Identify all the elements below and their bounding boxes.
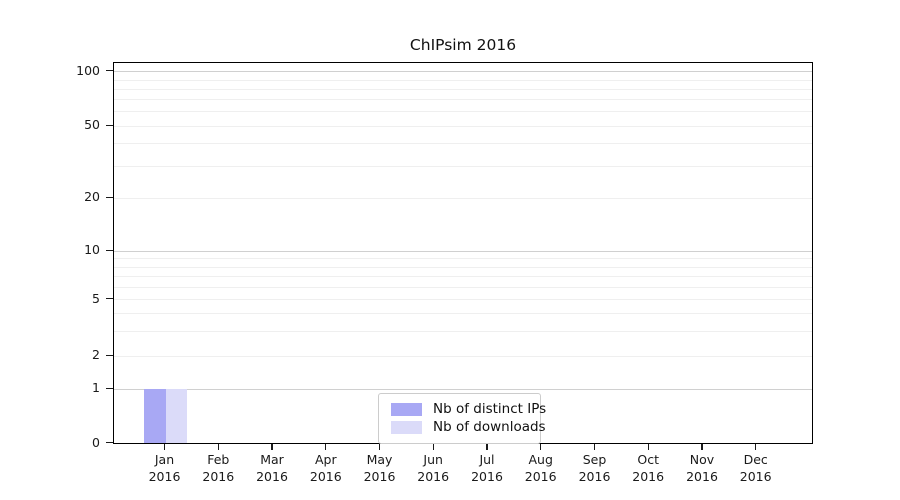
y-gridline-minor <box>114 355 812 357</box>
x-tick-mark <box>701 444 703 450</box>
legend-swatch-distinct-ips <box>391 402 422 416</box>
x-tick-year: 2016 <box>471 468 503 484</box>
y-gridline-minor <box>114 111 812 113</box>
y-tick-mark <box>106 196 113 198</box>
y-tick-mark <box>106 249 113 252</box>
x-tick-month: Jun <box>423 452 443 467</box>
x-tick-month: Aug <box>528 452 553 467</box>
y-tick-label: 0 <box>92 434 100 450</box>
x-tick-label: Nov 2016 <box>672 452 732 485</box>
y-tick-label: 2 <box>92 347 100 363</box>
x-tick-year: 2016 <box>256 468 288 484</box>
x-tick-year: 2016 <box>417 468 450 484</box>
x-axis: Jan 2016 Feb 2016 Mar 2016 Apr 2016 May 2016 Jun 20… <box>113 443 813 498</box>
x-tick-month: Jan <box>154 452 175 467</box>
y-gridline-minor <box>114 88 812 90</box>
x-tick-month: Apr <box>314 452 337 467</box>
x-tick-year: 2016 <box>632 468 665 484</box>
x-tick-mark <box>486 444 488 450</box>
x-tick-label: Jan 2016 <box>135 452 195 485</box>
legend-entry-downloads: Nb of downloads <box>391 419 546 435</box>
chart-title: ChIPsim 2016 <box>409 36 517 54</box>
x-tick-mark <box>647 444 649 450</box>
x-tick-label: May 2016 <box>350 452 410 485</box>
y-gridline-minor <box>114 165 812 167</box>
y-gridline-minor <box>114 79 812 81</box>
y-gridline-major <box>114 250 812 252</box>
x-tick-mark <box>378 444 381 450</box>
x-tick-mark <box>217 444 219 450</box>
x-tick-month: Sep <box>582 452 607 467</box>
y-gridline-minor <box>114 312 812 314</box>
y-tick-mark <box>106 70 113 72</box>
y-gridline-major <box>114 71 812 73</box>
y-gridline-minor <box>114 197 812 199</box>
y-gridline-minor <box>114 330 812 332</box>
y-gridline-major <box>114 388 812 390</box>
y-gridline-minor <box>114 299 812 301</box>
x-tick-year: 2016 <box>309 468 342 484</box>
x-tick-mark <box>325 444 327 450</box>
x-tick-year: 2016 <box>739 468 772 484</box>
x-tick-mark <box>755 444 757 450</box>
y-gridline-minor <box>114 266 812 268</box>
x-tick-year: 2016 <box>578 468 611 484</box>
x-tick-year: 2016 <box>686 468 718 484</box>
x-tick-month: Mar <box>260 452 284 467</box>
legend-label-distinct-ips: Nb of distinct IPs <box>433 401 547 417</box>
y-tick-label: 10 <box>84 242 100 258</box>
y-tick-label: 100 <box>76 62 100 78</box>
legend-entry-distinct-ips: Nb of distinct IPs <box>391 401 546 417</box>
y-tick-mark <box>106 354 113 356</box>
y-tick-label: 1 <box>92 380 100 396</box>
x-tick-year: 2016 <box>202 468 235 484</box>
bar-downloads <box>165 388 187 443</box>
x-tick-mark <box>432 444 434 450</box>
y-tick-label: 50 <box>84 117 100 133</box>
x-tick-mark <box>540 444 542 450</box>
x-tick-label: Mar 2016 <box>242 452 302 485</box>
x-tick-label: Oct 2016 <box>618 452 678 485</box>
x-tick-month: Dec <box>743 452 768 467</box>
y-gridline-minor <box>114 99 812 101</box>
legend-swatch-downloads <box>391 420 422 434</box>
chart-legend: Nb of distinct IPs Nb of downloads <box>378 393 546 444</box>
x-tick-mark <box>163 444 166 450</box>
y-gridline-minor <box>114 286 812 288</box>
x-tick-label: Sep 2016 <box>565 452 625 485</box>
x-tick-label: Jun 2016 <box>403 452 463 485</box>
x-tick-month: Jul <box>479 452 495 467</box>
x-tick-year: 2016 <box>524 468 557 484</box>
x-tick-month: Feb <box>207 452 230 467</box>
y-tick-mark <box>106 387 113 390</box>
bar-distinct-ips <box>144 388 166 443</box>
y-gridline-minor <box>114 275 812 277</box>
x-tick-year: 2016 <box>363 468 396 484</box>
x-tick-label: Apr 2016 <box>296 452 356 485</box>
y-tick-mark <box>106 298 113 300</box>
x-tick-month: Nov <box>689 452 715 467</box>
y-gridline-minor <box>114 125 812 127</box>
y-gridline-minor <box>114 258 812 260</box>
x-tick-label: Aug 2016 <box>511 452 571 485</box>
y-tick-label: 20 <box>84 189 100 205</box>
y-gridline-minor <box>114 143 812 145</box>
x-tick-mark <box>593 444 596 450</box>
x-tick-mark <box>271 444 273 450</box>
y-tick-label: 5 <box>92 290 100 306</box>
legend-label-downloads: Nb of downloads <box>433 419 546 435</box>
y-tick-mark <box>106 442 113 444</box>
y-tick-mark <box>106 124 113 126</box>
y-axis: 100 50 20 10 5 2 1 0 <box>0 62 113 450</box>
x-tick-label: Jul 2016 <box>457 452 517 485</box>
x-tick-label: Feb 2016 <box>188 452 248 485</box>
plot-area <box>113 62 813 444</box>
x-tick-month: May <box>366 452 393 467</box>
x-tick-year: 2016 <box>148 468 181 484</box>
x-tick-month: Oct <box>637 452 659 467</box>
x-tick-label: Dec 2016 <box>726 452 786 485</box>
